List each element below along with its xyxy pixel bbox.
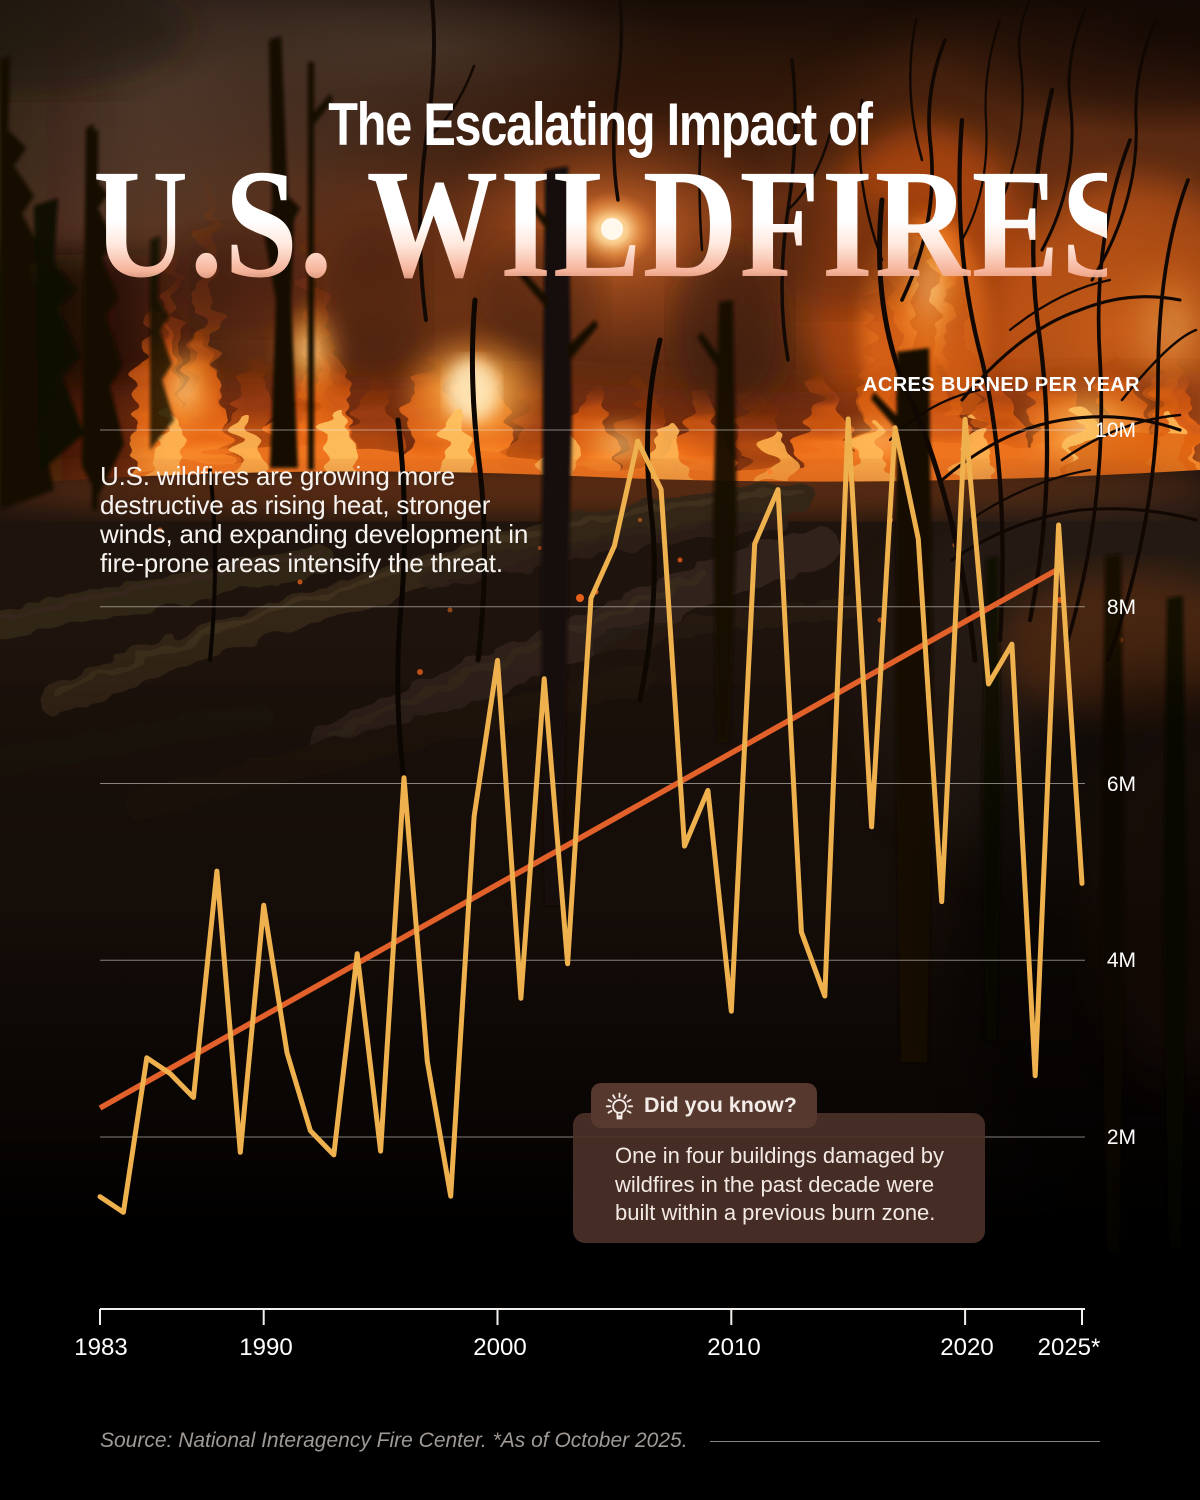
svg-text:2025*: 2025*	[1038, 1334, 1101, 1361]
svg-text:2010: 2010	[707, 1334, 760, 1361]
svg-text:1983: 1983	[74, 1334, 127, 1361]
svg-text:2M: 2M	[1107, 1126, 1136, 1149]
svg-text:1990: 1990	[239, 1334, 292, 1361]
svg-text:2000: 2000	[473, 1334, 526, 1361]
svg-text:2020: 2020	[940, 1334, 993, 1361]
svg-text:8M: 8M	[1107, 596, 1136, 619]
svg-text:4M: 4M	[1107, 949, 1136, 972]
svg-text:6M: 6M	[1107, 773, 1136, 796]
svg-text:10M: 10M	[1095, 419, 1136, 442]
